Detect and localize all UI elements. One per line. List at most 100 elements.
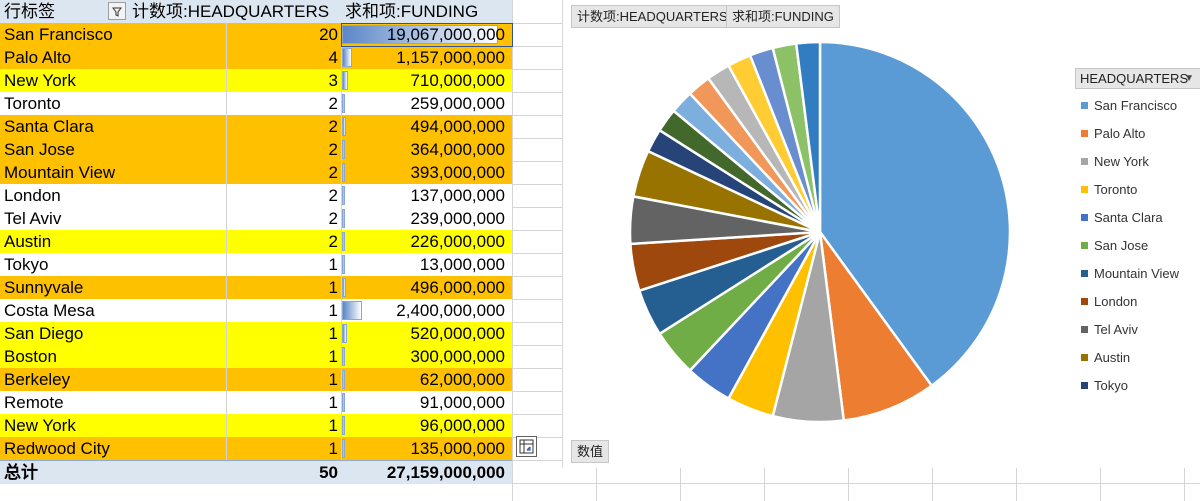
row-count[interactable]: 1 xyxy=(328,255,338,274)
row-count[interactable]: 1 xyxy=(328,278,338,297)
values-field-button[interactable]: 数值 xyxy=(571,440,610,463)
row-label[interactable]: San Francisco xyxy=(4,25,113,44)
row-funding[interactable]: 13,000,000 xyxy=(419,255,505,274)
pivot-row[interactable]: Costa Mesa 1 2,400,000,000 xyxy=(0,299,512,322)
pivot-row[interactable]: Redwood City 1 135,000,000 xyxy=(0,437,512,460)
row-count[interactable]: 20 xyxy=(319,25,338,44)
row-label[interactable]: New York xyxy=(4,416,76,435)
pivot-row[interactable]: London 2 137,000,000 xyxy=(0,184,512,207)
row-filter-icon[interactable] xyxy=(108,2,126,20)
row-funding[interactable]: 226,000,000 xyxy=(410,232,505,251)
row-funding[interactable]: 96,000,000 xyxy=(419,416,505,435)
legend-item[interactable]: Tel Aviv xyxy=(1081,322,1138,338)
pivot-row[interactable]: New York 1 96,000,000 xyxy=(0,414,512,437)
row-funding[interactable]: 710,000,000 xyxy=(410,71,505,90)
row-funding[interactable]: 393,000,000 xyxy=(410,163,505,182)
pivot-row[interactable]: Palo Alto 4 1,157,000,000 xyxy=(0,46,512,69)
pivot-row[interactable]: Sunnyvale 1 496,000,000 xyxy=(0,276,512,299)
pivot-row[interactable]: Remote 1 91,000,000 xyxy=(0,391,512,414)
pie-slice[interactable] xyxy=(818,231,934,422)
header-count[interactable]: 计数项:HEADQUARTERS xyxy=(132,2,330,21)
pivot-row[interactable]: San Jose 2 364,000,000 xyxy=(0,138,512,161)
header-sum[interactable]: 求和项:FUNDING xyxy=(345,2,479,21)
legend-item[interactable]: Austin xyxy=(1081,350,1130,366)
row-count[interactable]: 2 xyxy=(328,209,338,228)
row-label[interactable]: Toronto xyxy=(4,94,61,113)
row-funding[interactable]: 2,400,000,000 xyxy=(396,301,505,320)
row-label[interactable]: Tel Aviv xyxy=(4,209,62,228)
row-label[interactable]: San Diego xyxy=(4,324,84,343)
pivot-row[interactable]: Toronto 2 259,000,000 xyxy=(0,92,512,115)
pivot-total-row[interactable]: 总计 50 27,159,000,000 xyxy=(0,460,512,484)
row-label[interactable]: Mountain View xyxy=(4,163,116,182)
row-label[interactable]: London xyxy=(4,186,61,205)
legend-item[interactable]: Tokyo xyxy=(1081,378,1128,394)
row-label[interactable]: Tokyo xyxy=(4,255,49,274)
row-count[interactable]: 1 xyxy=(328,393,338,412)
row-count[interactable]: 1 xyxy=(328,301,338,320)
header-row-labels[interactable]: 行标签 xyxy=(4,2,55,21)
row-label[interactable]: Austin xyxy=(4,232,52,251)
row-count[interactable]: 1 xyxy=(328,370,338,389)
legend-item[interactable]: Mountain View xyxy=(1081,266,1179,282)
pivot-row[interactable]: New York 3 710,000,000 xyxy=(0,69,512,92)
row-label[interactable]: Santa Clara xyxy=(4,117,94,136)
row-funding[interactable]: 19,067,000,000 xyxy=(386,25,505,44)
row-funding[interactable]: 239,000,000 xyxy=(410,209,505,228)
row-funding[interactable]: 135,000,000 xyxy=(410,439,505,458)
pivot-row[interactable]: San Diego 1 520,000,000 xyxy=(0,322,512,345)
row-count[interactable]: 2 xyxy=(328,117,338,136)
legend-item[interactable]: Santa Clara xyxy=(1081,210,1163,226)
pivot-row[interactable]: Mountain View 2 393,000,000 xyxy=(0,161,512,184)
legend-item[interactable]: San Jose xyxy=(1081,238,1148,254)
row-label[interactable]: Boston xyxy=(4,347,57,366)
pie-slice[interactable] xyxy=(818,40,1012,388)
row-count[interactable]: 3 xyxy=(328,71,338,90)
pivot-row[interactable]: Boston 1 300,000,000 xyxy=(0,345,512,368)
row-count[interactable]: 2 xyxy=(328,140,338,159)
field-button-count[interactable]: 计数项:HEADQUARTERS xyxy=(571,5,734,28)
pivot-row[interactable]: Austin 2 226,000,000 xyxy=(0,230,512,253)
row-funding[interactable]: 62,000,000 xyxy=(419,370,505,389)
legend-filter-button[interactable]: HEADQUARTERS ▼ xyxy=(1075,68,1200,89)
pie-chart[interactable] xyxy=(563,0,1200,468)
row-count[interactable]: 2 xyxy=(328,94,338,113)
pivot-chart[interactable]: 计数项:HEADQUARTERS 求和项:FUNDING HEADQUARTER… xyxy=(562,0,1200,468)
row-funding[interactable]: 1,157,000,000 xyxy=(396,48,505,67)
pivot-row[interactable]: Tokyo 1 13,000,000 xyxy=(0,253,512,276)
row-funding[interactable]: 364,000,000 xyxy=(410,140,505,159)
legend-item[interactable]: Toronto xyxy=(1081,182,1137,198)
row-count[interactable]: 2 xyxy=(328,163,338,182)
legend-item[interactable]: London xyxy=(1081,294,1137,310)
pivot-row[interactable]: Tel Aviv 2 239,000,000 xyxy=(0,207,512,230)
row-count[interactable]: 2 xyxy=(328,232,338,251)
row-label[interactable]: Berkeley xyxy=(4,370,71,389)
row-count[interactable]: 1 xyxy=(328,439,338,458)
row-funding[interactable]: 91,000,000 xyxy=(419,393,505,412)
pie-slice[interactable] xyxy=(794,40,822,233)
row-label[interactable]: Palo Alto xyxy=(4,48,72,67)
row-funding[interactable]: 259,000,000 xyxy=(410,94,505,113)
row-label[interactable]: Remote xyxy=(4,393,64,412)
pivot-row[interactable]: San Francisco 20 19,067,000,000 xyxy=(0,23,512,46)
row-count[interactable]: 1 xyxy=(328,347,338,366)
pivot-row[interactable]: Berkeley 1 62,000,000 xyxy=(0,368,512,391)
row-label[interactable]: San Jose xyxy=(4,140,75,159)
row-count[interactable]: 1 xyxy=(328,324,338,343)
row-count[interactable]: 1 xyxy=(328,416,338,435)
row-funding[interactable]: 300,000,000 xyxy=(410,347,505,366)
row-count[interactable]: 4 xyxy=(328,48,338,67)
row-label[interactable]: New York xyxy=(4,71,76,90)
field-button-sum[interactable]: 求和项:FUNDING xyxy=(726,5,840,28)
row-label[interactable]: Redwood City xyxy=(4,439,110,458)
row-label[interactable]: Sunnyvale xyxy=(4,278,84,297)
legend-item[interactable]: New York xyxy=(1081,154,1149,170)
row-count[interactable]: 2 xyxy=(328,186,338,205)
row-label[interactable]: Costa Mesa xyxy=(4,301,95,320)
legend-item[interactable]: Palo Alto xyxy=(1081,126,1145,142)
row-funding[interactable]: 137,000,000 xyxy=(410,186,505,205)
row-funding[interactable]: 520,000,000 xyxy=(410,324,505,343)
pivot-row[interactable]: Santa Clara 2 494,000,000 xyxy=(0,115,512,138)
row-funding[interactable]: 494,000,000 xyxy=(410,117,505,136)
legend-item[interactable]: San Francisco xyxy=(1081,98,1177,114)
